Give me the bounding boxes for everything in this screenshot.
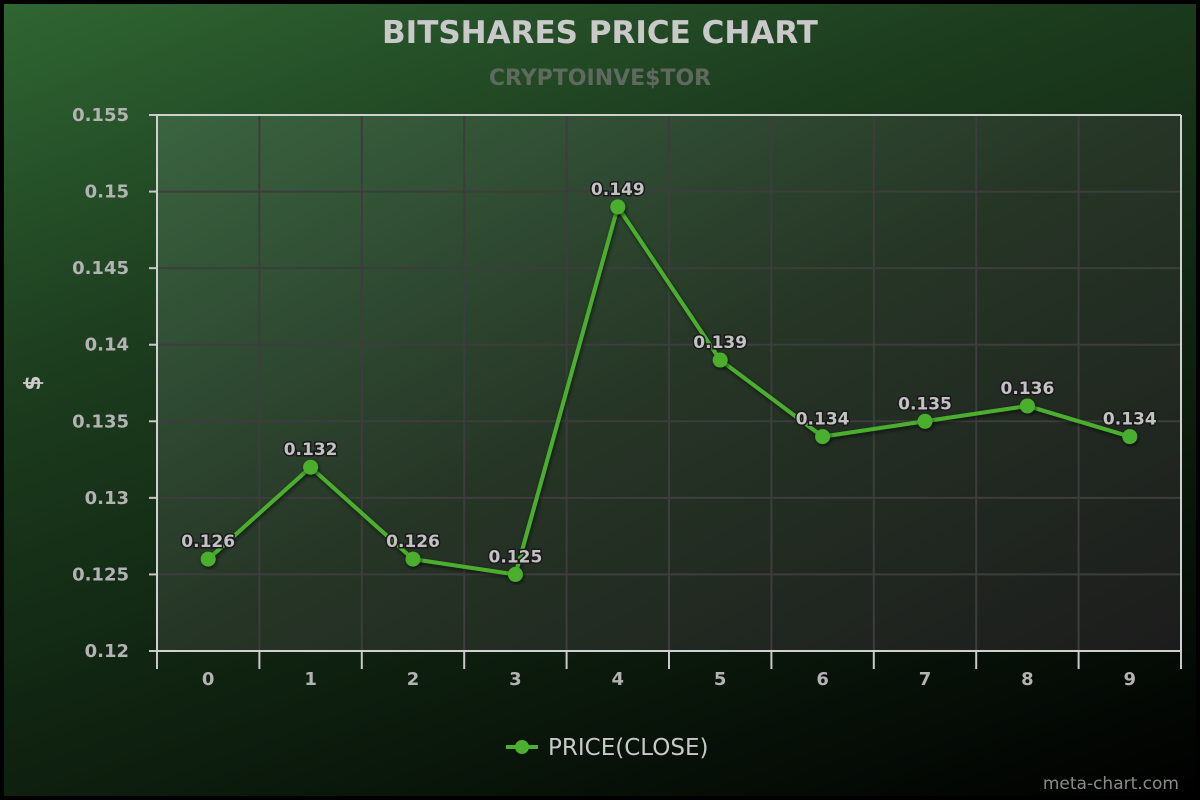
chart-subtitle: CRYPTOINVE$TOR — [489, 66, 711, 91]
x-tick-label: 2 — [407, 669, 420, 690]
y-tick-label: 0.13 — [85, 488, 129, 509]
y-tick-label: 0.14 — [85, 335, 129, 356]
x-tick-labels: 0 1 2 3 4 5 6 7 8 9 — [202, 669, 1136, 690]
legend-marker-icon — [515, 740, 529, 754]
x-tick-label: 9 — [1124, 669, 1137, 690]
y-tick-label: 0.15 — [85, 182, 129, 203]
data-label: 0.139 — [693, 333, 747, 353]
data-label: 0.135 — [898, 394, 952, 414]
data-label: 0.125 — [489, 547, 543, 567]
data-label: 0.149 — [591, 180, 645, 200]
x-tick-label: 8 — [1021, 669, 1034, 690]
data-point[interactable] — [405, 551, 421, 567]
y-axis-label: $ — [21, 375, 46, 390]
y-tick-label: 0.125 — [72, 564, 129, 585]
y-tick-label: 0.135 — [72, 411, 129, 432]
x-tick-label: 4 — [612, 669, 625, 690]
x-tick-label: 3 — [509, 669, 522, 690]
y-tick-labels: 0.155 0.15 0.145 0.14 0.135 0.13 0.125 0.12 — [72, 105, 129, 662]
data-point[interactable] — [1019, 398, 1035, 414]
y-tick-label: 0.145 — [72, 258, 129, 279]
data-point[interactable] — [1122, 429, 1138, 445]
legend[interactable]: PRICE(CLOSE) — [506, 735, 708, 761]
x-tick-label: 7 — [919, 669, 932, 690]
data-label: 0.132 — [284, 440, 338, 460]
chart-title: BITSHARES PRICE CHART — [382, 15, 818, 51]
data-label: 0.126 — [181, 532, 235, 552]
data-point[interactable] — [507, 566, 523, 582]
data-point[interactable] — [610, 199, 626, 215]
data-point[interactable] — [917, 413, 933, 429]
y-tick-label: 0.12 — [85, 641, 129, 662]
data-label: 0.136 — [1001, 379, 1055, 399]
x-tick-label: 0 — [202, 669, 215, 690]
legend-label: PRICE(CLOSE) — [548, 735, 708, 761]
data-label: 0.134 — [796, 410, 850, 430]
data-point[interactable] — [303, 459, 319, 475]
y-tick-label: 0.155 — [72, 105, 129, 126]
x-tick-label: 5 — [714, 669, 727, 690]
x-tick-label: 6 — [816, 669, 829, 690]
data-point[interactable] — [815, 429, 831, 445]
data-labels: 0.126 0.132 0.126 0.125 0.149 0.139 0.134 0.135… — [180, 178, 1159, 569]
line-chart: BITSHARES PRICE CHART CRYPTOINVE$TOR 0.1… — [21, 15, 1182, 794]
data-label: 0.126 — [386, 532, 440, 552]
series-price-close — [200, 199, 1138, 582]
data-label: 0.134 — [1103, 410, 1157, 430]
axes — [149, 114, 1182, 669]
credit-text[interactable]: meta-chart.com — [1043, 774, 1179, 794]
series-line — [206, 204, 1131, 577]
x-tick-label: 1 — [304, 669, 317, 690]
data-point[interactable] — [200, 551, 216, 567]
data-point[interactable] — [712, 352, 728, 368]
